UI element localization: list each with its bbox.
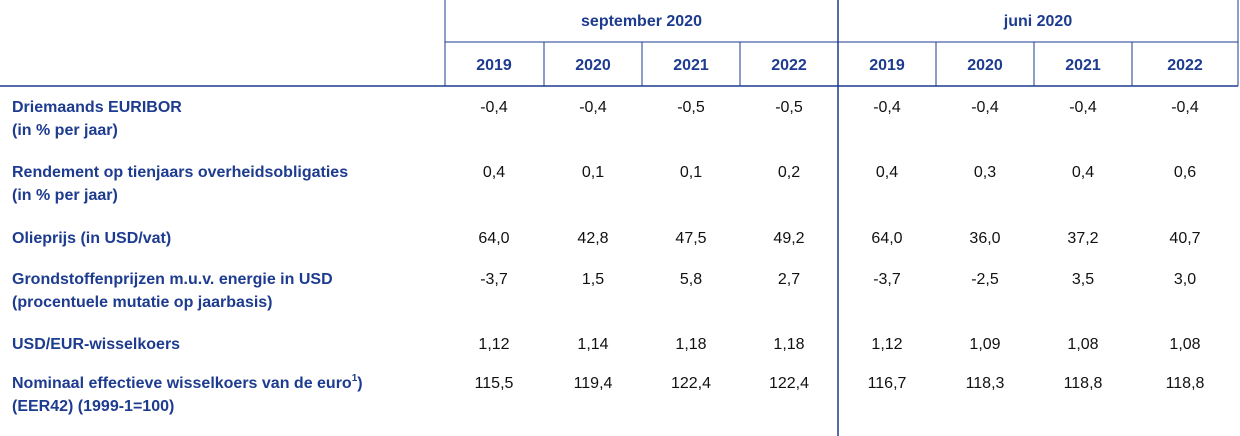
cell-value: 37,2 xyxy=(1067,230,1098,247)
year-header: 2021 xyxy=(1065,57,1101,74)
row-label: Grondstoffenprijzen m.u.v. energie in US… xyxy=(12,271,333,288)
cell-value: 1,09 xyxy=(969,336,1000,353)
cell-value: 118,8 xyxy=(1166,375,1205,392)
row-label: (in % per jaar) xyxy=(12,187,118,204)
cell-value: -0,4 xyxy=(1171,99,1199,116)
cell-value: 49,2 xyxy=(773,230,804,247)
group-header: september 2020 xyxy=(581,13,702,30)
cell-value: 5,8 xyxy=(680,271,702,288)
cell-value: 115,5 xyxy=(475,375,514,392)
cell-value: 1,12 xyxy=(871,336,902,353)
cell-value: 122,4 xyxy=(769,375,809,392)
cell-value: 118,8 xyxy=(1064,375,1103,392)
year-header: 2019 xyxy=(476,57,512,74)
cell-value: -0,4 xyxy=(1069,99,1097,116)
cell-value: -0,5 xyxy=(775,99,803,116)
cell-value: 2,7 xyxy=(778,271,800,288)
cell-value: 118,3 xyxy=(966,375,1005,392)
year-header: 2022 xyxy=(1167,57,1203,74)
cell-value: 3,0 xyxy=(1174,271,1196,288)
cell-value: 47,5 xyxy=(675,230,706,247)
year-header: 2020 xyxy=(967,57,1003,74)
cell-value: 0,3 xyxy=(974,164,996,181)
row-label: (procentuele mutatie op jaarbasis) xyxy=(12,294,273,311)
cell-value: 0,4 xyxy=(483,164,505,181)
cell-value: 119,4 xyxy=(574,375,613,392)
cell-value: 1,5 xyxy=(582,271,604,288)
cell-value: -3,7 xyxy=(873,271,901,288)
cell-value: -3,7 xyxy=(480,271,508,288)
cell-value: -0,4 xyxy=(579,99,607,116)
cell-value: -0,4 xyxy=(971,99,999,116)
cell-value: 40,7 xyxy=(1169,230,1200,247)
cell-value: 64,0 xyxy=(871,230,902,247)
cell-value: 0,4 xyxy=(1072,164,1094,181)
label-close: ) xyxy=(357,375,362,392)
cell-value: -0,4 xyxy=(873,99,901,116)
cell-value: 36,0 xyxy=(969,230,1000,247)
cell-value: 0,6 xyxy=(1174,164,1196,181)
row-label: Rendement op tienjaars overheidsobligati… xyxy=(12,164,348,181)
row-label: Nominaal effectieve wisselkoers van de e… xyxy=(12,373,363,393)
cell-value: 42,8 xyxy=(577,230,608,247)
cell-value: 0,4 xyxy=(876,164,898,181)
cell-value: 0,1 xyxy=(582,164,604,181)
cell-value: 1,18 xyxy=(675,336,706,353)
cell-value: 64,0 xyxy=(478,230,509,247)
cell-value: 1,14 xyxy=(577,336,608,353)
row-label: Driemaands EURIBOR xyxy=(12,99,182,116)
cell-value: 1,12 xyxy=(478,336,509,353)
cell-value: 0,1 xyxy=(680,164,702,181)
year-header: 2022 xyxy=(771,57,807,74)
cell-value: -0,4 xyxy=(480,99,508,116)
year-header: 2020 xyxy=(575,57,611,74)
cell-value: -0,5 xyxy=(677,99,705,116)
cell-value: 1,18 xyxy=(773,336,804,353)
cell-value: 1,08 xyxy=(1067,336,1098,353)
row-label: Olieprijs (in USD/vat) xyxy=(12,230,171,247)
cell-value: 116,7 xyxy=(868,375,907,392)
group-header: juni 2020 xyxy=(1003,13,1073,30)
row-label: (EER42) (1999-1=100) xyxy=(12,398,174,415)
cell-value: -2,5 xyxy=(971,271,999,288)
row-label: (in % per jaar) xyxy=(12,122,118,139)
row-label: USD/EUR-wisselkoers xyxy=(12,336,180,353)
year-header: 2019 xyxy=(869,57,905,74)
year-header: 2021 xyxy=(673,57,709,74)
cell-value: 1,08 xyxy=(1169,336,1200,353)
cell-value: 0,2 xyxy=(778,164,800,181)
cell-value: 3,5 xyxy=(1072,271,1094,288)
footnote-mark: 1 xyxy=(352,373,358,384)
cell-value: 122,4 xyxy=(671,375,711,392)
